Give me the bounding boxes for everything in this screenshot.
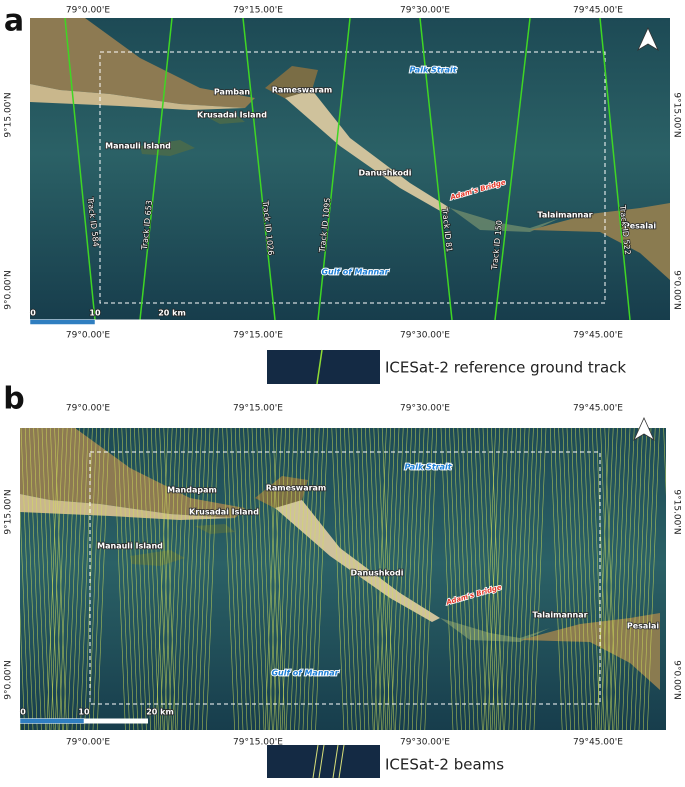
- legend-swatch: [267, 745, 380, 778]
- scale-label: 10: [78, 708, 90, 717]
- place-label: Pesalai: [627, 622, 660, 631]
- place-label: Talaimannar: [532, 611, 587, 620]
- place-label: Krusadai Island: [189, 508, 259, 517]
- lat-tick-label: 9°15.00'N: [672, 489, 682, 534]
- scale-label: 20 km: [146, 708, 174, 717]
- legend-label: ICESat-2 beams: [385, 756, 504, 774]
- lon-tick-label: 79°0.00'E: [66, 6, 110, 16]
- lon-tick-label: 79°30.00'E: [400, 6, 450, 16]
- panel-label: a: [4, 4, 24, 39]
- lat-tick-label: 9°15.00'N: [4, 92, 14, 137]
- lon-tick-label: 79°15.00'E: [233, 404, 283, 414]
- scale-label: 10: [89, 309, 101, 318]
- place-label: Palk Strait: [404, 463, 452, 472]
- lon-tick-label: 79°45.00'E: [573, 404, 623, 414]
- scale-bar: [30, 320, 95, 325]
- place-label: Rameswaram: [272, 86, 333, 95]
- lon-tick-label: 79°0.00'E: [66, 738, 110, 748]
- scale-bar: [20, 719, 84, 724]
- place-label: Danushkodi: [351, 569, 404, 578]
- lat-tick-label: 9°15.00'N: [4, 489, 14, 534]
- lon-tick-label: 79°45.00'E: [573, 738, 623, 748]
- place-label: Talaimannar: [537, 211, 592, 220]
- lat-tick-label: 9°15.00'N: [672, 92, 682, 137]
- panel-label: b: [3, 382, 24, 417]
- place-label: Pamban: [214, 88, 251, 97]
- scale-label: 20 km: [158, 309, 186, 318]
- scale-bar: [84, 719, 148, 724]
- scale-label: 0: [20, 708, 26, 717]
- legend-label: ICESat-2 reference ground track: [385, 359, 626, 377]
- lon-tick-label: 79°0.00'E: [66, 331, 110, 341]
- lon-tick-label: 79°30.00'E: [400, 331, 450, 341]
- place-label: Manauli Island: [97, 542, 163, 551]
- lon-tick-label: 79°15.00'E: [233, 331, 283, 341]
- place-label: Manauli Island: [105, 142, 171, 151]
- place-label: Danushkodi: [359, 169, 412, 178]
- lon-tick-label: 79°0.00'E: [66, 404, 110, 414]
- lat-tick-label: 9°0.00'N: [672, 270, 682, 309]
- map-b: [0, 428, 685, 730]
- lon-tick-label: 79°15.00'E: [233, 6, 283, 16]
- lon-tick-label: 79°15.00'E: [233, 738, 283, 748]
- place-label: Krusadai Island: [197, 111, 267, 120]
- lat-tick-label: 9°0.00'N: [4, 660, 14, 699]
- place-label: Gulf of Mannar: [271, 669, 339, 678]
- scale-label: 0: [30, 309, 36, 318]
- place-label: Mandapam: [167, 486, 217, 495]
- lon-tick-label: 79°45.00'E: [573, 6, 623, 16]
- lon-tick-label: 79°45.00'E: [573, 331, 623, 341]
- scale-bar: [95, 320, 160, 325]
- place-label: Rameswaram: [266, 484, 327, 493]
- lat-tick-label: 9°0.00'N: [4, 270, 14, 309]
- place-label: Gulf of Mannar: [321, 268, 389, 277]
- lon-tick-label: 79°30.00'E: [400, 738, 450, 748]
- lat-tick-label: 9°0.00'N: [672, 660, 682, 699]
- legend-swatch: [267, 350, 380, 384]
- lon-tick-label: 79°30.00'E: [400, 404, 450, 414]
- place-label: Palk Strait: [409, 66, 457, 75]
